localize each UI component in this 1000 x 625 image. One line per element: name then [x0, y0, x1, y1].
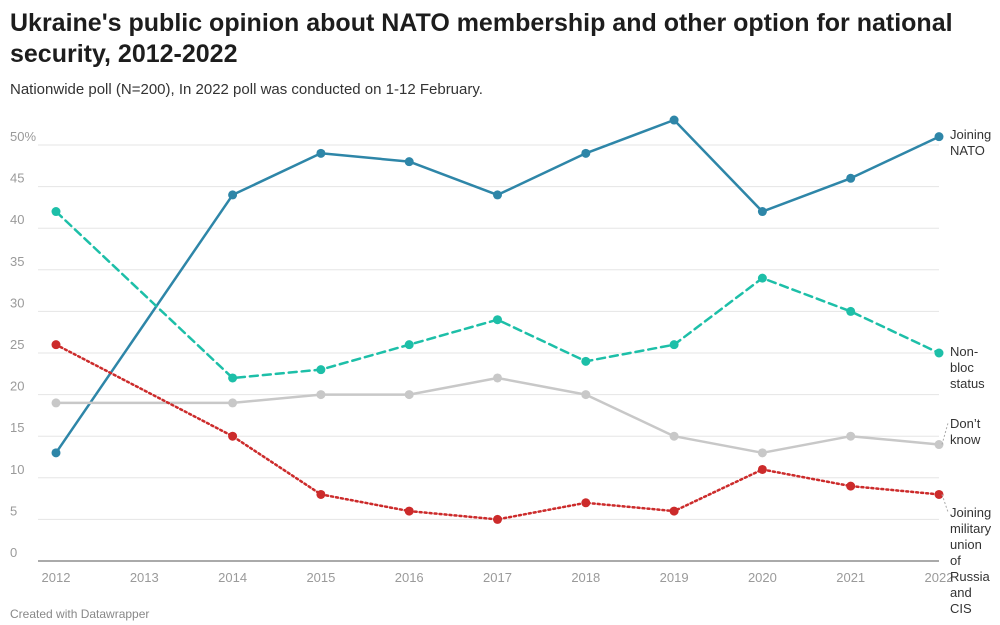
data-point: [404, 157, 414, 167]
chart-title: Ukraine's public opinion about NATO memb…: [10, 9, 953, 68]
y-tick-label: 35: [10, 254, 24, 269]
y-tick-label: 25: [10, 337, 24, 352]
y-tick-label: 10: [10, 462, 24, 477]
data-point: [669, 340, 679, 350]
data-point: [51, 207, 61, 217]
data-point: [757, 207, 767, 217]
data-point: [846, 173, 856, 183]
x-axis-ticks: 2012 2013 2014 2015 2016 2017 2018 2019 2020 2021…: [42, 570, 954, 585]
data-point: [228, 373, 238, 383]
data-point: [228, 431, 238, 441]
series-line: [54, 118, 941, 455]
y-tick-label: 50%: [10, 129, 36, 144]
x-tick-label: 2021: [836, 570, 865, 585]
data-point: [316, 390, 326, 400]
data-point: [581, 148, 591, 158]
data-point: [757, 464, 767, 474]
x-tick-label: 2018: [571, 570, 600, 585]
series-lines: [51, 115, 944, 524]
label-leader: [941, 494, 949, 513]
y-tick-label: 45: [10, 171, 24, 186]
data-point: [228, 190, 238, 200]
y-tick-label: 40: [10, 212, 24, 227]
data-point: [934, 489, 944, 499]
data-point: [669, 506, 679, 516]
y-tick-label: 30: [10, 295, 24, 310]
x-tick-label: 2015: [306, 570, 335, 585]
data-point: [404, 390, 414, 400]
data-point: [404, 506, 414, 516]
data-point: [51, 398, 61, 408]
data-point: [581, 356, 591, 366]
series-label: Don’t know: [950, 416, 981, 447]
data-point: [316, 489, 326, 499]
data-point: [51, 448, 61, 458]
series-label: Joining military union of Russia and CIS: [950, 505, 992, 616]
data-point: [669, 115, 679, 125]
series-labels: Joining NATO Non-bloc status Don’t know Joinin…: [941, 127, 992, 616]
data-point: [493, 373, 502, 383]
data-point: [404, 340, 414, 350]
x-tick-label: 2020: [748, 570, 777, 585]
chart-subtitle: Nationwide poll (N=200), In 2022 poll wa…: [10, 81, 483, 98]
x-tick-label: 2017: [483, 570, 512, 585]
x-tick-label: 2014: [218, 570, 247, 585]
data-point: [493, 190, 502, 200]
data-point: [934, 132, 944, 142]
data-point: [228, 398, 238, 408]
footer-credit: Created with Datawrapper: [10, 607, 150, 621]
data-point: [934, 440, 944, 450]
series-label: Non-bloc status: [950, 344, 985, 391]
data-point: [316, 365, 326, 375]
x-tick-label: 2012: [42, 570, 71, 585]
y-tick-label: 5: [10, 503, 17, 518]
y-tick-label: 20: [10, 379, 24, 394]
x-tick-label: 2022: [925, 570, 954, 585]
y-tick-label: 15: [10, 420, 24, 435]
data-point: [757, 273, 767, 283]
x-tick-label: 2016: [395, 570, 424, 585]
data-point: [493, 514, 502, 524]
series-line: [54, 343, 941, 521]
data-point: [846, 481, 856, 491]
data-point: [51, 340, 61, 350]
data-point: [846, 306, 856, 316]
x-tick-label: 2013: [130, 570, 159, 585]
data-point: [934, 348, 944, 358]
series-line: [54, 210, 941, 380]
y-axis-ticks: 0 5 10 15 20 25 30 35 40 45 50%: [10, 129, 36, 560]
gridlines: [38, 144, 939, 562]
data-point: [846, 431, 856, 441]
data-point: [669, 431, 679, 441]
series-line: [54, 376, 941, 455]
x-tick-label: 2019: [660, 570, 689, 585]
series-label: Joining NATO: [950, 127, 991, 158]
data-point: [581, 498, 591, 508]
y-tick-label: 0: [10, 545, 17, 560]
label-leader: [941, 422, 949, 445]
data-point: [581, 390, 591, 400]
data-point: [757, 448, 767, 458]
data-point: [316, 148, 326, 158]
data-point: [493, 315, 502, 325]
